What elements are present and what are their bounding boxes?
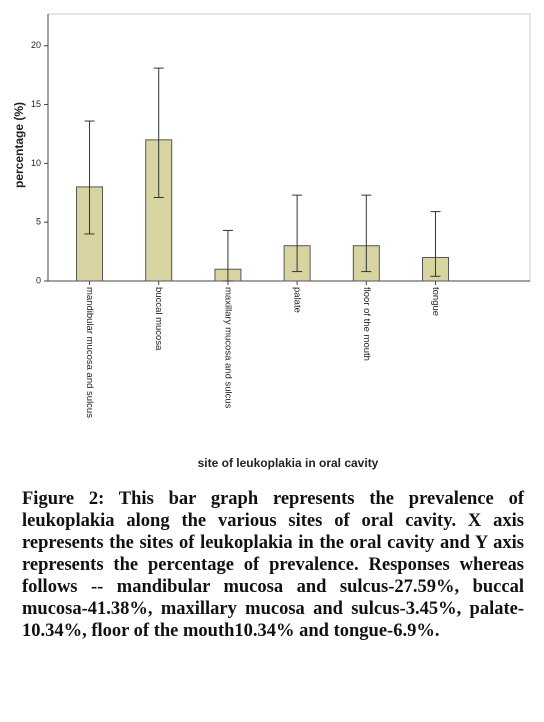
x-tick-label: maxillary mucosa and sulcus (222, 287, 233, 409)
x-tick-label: mandibular mucosa and sulcus (84, 287, 95, 418)
x-tick-label: tongue (430, 287, 441, 316)
y-tick-label: 0 (36, 275, 41, 285)
y-axis-label: percentage (%) (12, 102, 26, 188)
y-tick-label: 15 (31, 99, 41, 109)
plot-frame (47, 13, 531, 282)
y-tick-label: 10 (31, 158, 41, 168)
x-axis-label: site of leukoplakia in oral cavity (198, 456, 379, 470)
x-tick-label: floor of the mouth (361, 287, 372, 361)
y-tick-label: 20 (31, 40, 41, 50)
x-tick-label: buccal mucosa (153, 287, 164, 351)
x-tick-label: palate (292, 287, 303, 313)
caption: Figure 2: This bar graph represents the … (22, 489, 524, 641)
y-tick-label: 5 (36, 217, 41, 227)
chart: percentage (%) site of leukoplakia in or… (12, 13, 531, 470)
